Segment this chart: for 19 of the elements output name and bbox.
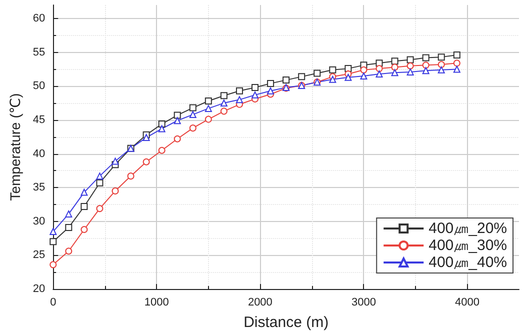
y-tick-label: 60 [32,12,46,25]
x-axis-title: Distance (m) [244,314,329,331]
y-tick-label: 25 [32,249,46,262]
legend-label: 400㎛_40% [428,254,508,271]
legend-label: 400㎛_20% [428,220,508,237]
y-tick-label: 50 [32,80,46,92]
y-axis-title: Temperature (℃) [7,93,23,201]
legend-label: 400㎛_30% [428,237,508,254]
x-tick-label: 3000 [351,296,376,308]
x-tick-label: 2000 [248,296,272,308]
y-tick-label: 40 [32,148,46,160]
y-tick-label: 20 [32,283,46,295]
x-tick-label: 1000 [144,296,169,308]
y-tick-label: 35 [32,182,46,194]
y-tick-label: 55 [32,46,46,58]
y-tick-label: 45 [32,114,46,126]
x-tick-label: 4000 [454,296,480,308]
x-tick-label: 0 [50,296,56,308]
y-tick-label: 30 [32,215,46,228]
